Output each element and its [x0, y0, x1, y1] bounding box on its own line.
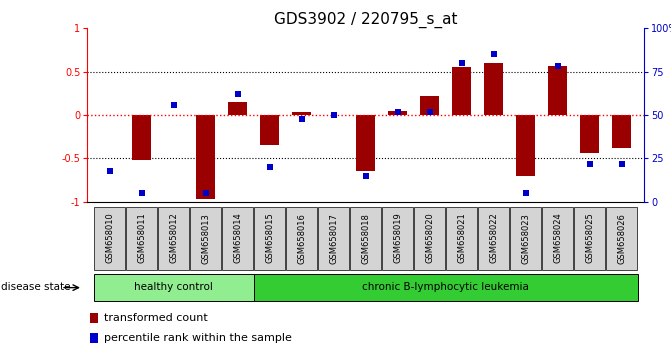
- Text: chronic B-lymphocytic leukemia: chronic B-lymphocytic leukemia: [362, 282, 529, 292]
- Point: [456, 60, 467, 66]
- Bar: [388, 111, 407, 115]
- Text: GSM658024: GSM658024: [554, 213, 562, 263]
- FancyBboxPatch shape: [382, 207, 413, 269]
- Point: [136, 190, 147, 196]
- Bar: [356, 115, 375, 171]
- FancyBboxPatch shape: [510, 207, 541, 269]
- Bar: [580, 115, 599, 153]
- Bar: [484, 63, 503, 115]
- Point: [232, 91, 243, 97]
- Point: [552, 64, 563, 69]
- FancyBboxPatch shape: [222, 207, 253, 269]
- Text: GSM658018: GSM658018: [361, 213, 370, 263]
- FancyBboxPatch shape: [94, 207, 125, 269]
- FancyBboxPatch shape: [606, 207, 637, 269]
- FancyBboxPatch shape: [286, 207, 317, 269]
- Point: [617, 161, 627, 166]
- Text: GSM658016: GSM658016: [297, 213, 306, 263]
- Text: GSM658025: GSM658025: [585, 213, 595, 263]
- Point: [297, 116, 307, 121]
- Point: [424, 109, 435, 114]
- FancyBboxPatch shape: [478, 207, 509, 269]
- Text: GSM658021: GSM658021: [457, 213, 466, 263]
- Bar: [612, 115, 631, 148]
- Text: GSM658026: GSM658026: [617, 213, 626, 263]
- Bar: [90, 333, 99, 343]
- Text: percentile rank within the sample: percentile rank within the sample: [104, 333, 292, 343]
- Point: [393, 109, 403, 114]
- Text: GSM658010: GSM658010: [105, 213, 114, 263]
- FancyBboxPatch shape: [542, 207, 573, 269]
- FancyBboxPatch shape: [350, 207, 381, 269]
- Text: GSM658012: GSM658012: [169, 213, 178, 263]
- Text: GSM658022: GSM658022: [489, 213, 499, 263]
- Point: [200, 190, 211, 196]
- FancyBboxPatch shape: [318, 207, 349, 269]
- Bar: [292, 113, 311, 115]
- Point: [584, 161, 595, 166]
- Point: [360, 173, 371, 179]
- Point: [328, 112, 339, 118]
- FancyBboxPatch shape: [126, 207, 157, 269]
- Point: [168, 102, 179, 108]
- Text: healthy control: healthy control: [134, 282, 213, 292]
- Bar: [516, 115, 535, 176]
- FancyBboxPatch shape: [254, 207, 285, 269]
- FancyBboxPatch shape: [254, 274, 637, 302]
- Point: [264, 164, 275, 170]
- Bar: [452, 67, 471, 115]
- FancyBboxPatch shape: [446, 207, 477, 269]
- Text: disease state: disease state: [1, 282, 70, 292]
- FancyBboxPatch shape: [414, 207, 446, 269]
- Bar: [260, 115, 279, 145]
- Text: GSM658023: GSM658023: [521, 213, 530, 263]
- Text: GSM658015: GSM658015: [265, 213, 274, 263]
- FancyBboxPatch shape: [190, 207, 221, 269]
- Text: GSM658017: GSM658017: [329, 213, 338, 263]
- FancyBboxPatch shape: [158, 207, 189, 269]
- Text: GSM658020: GSM658020: [425, 213, 434, 263]
- Text: transformed count: transformed count: [104, 313, 208, 323]
- Bar: [196, 115, 215, 199]
- Bar: [132, 115, 151, 160]
- FancyBboxPatch shape: [574, 207, 605, 269]
- Text: GSM658011: GSM658011: [137, 213, 146, 263]
- Point: [488, 52, 499, 57]
- Bar: [420, 96, 440, 115]
- Bar: [228, 102, 248, 115]
- Bar: [548, 65, 568, 115]
- FancyBboxPatch shape: [94, 274, 254, 302]
- Bar: [90, 313, 99, 324]
- Title: GDS3902 / 220795_s_at: GDS3902 / 220795_s_at: [274, 12, 458, 28]
- Text: GSM658013: GSM658013: [201, 213, 210, 263]
- Point: [104, 168, 115, 173]
- Text: GSM658019: GSM658019: [393, 213, 402, 263]
- Point: [521, 190, 531, 196]
- Text: GSM658014: GSM658014: [233, 213, 242, 263]
